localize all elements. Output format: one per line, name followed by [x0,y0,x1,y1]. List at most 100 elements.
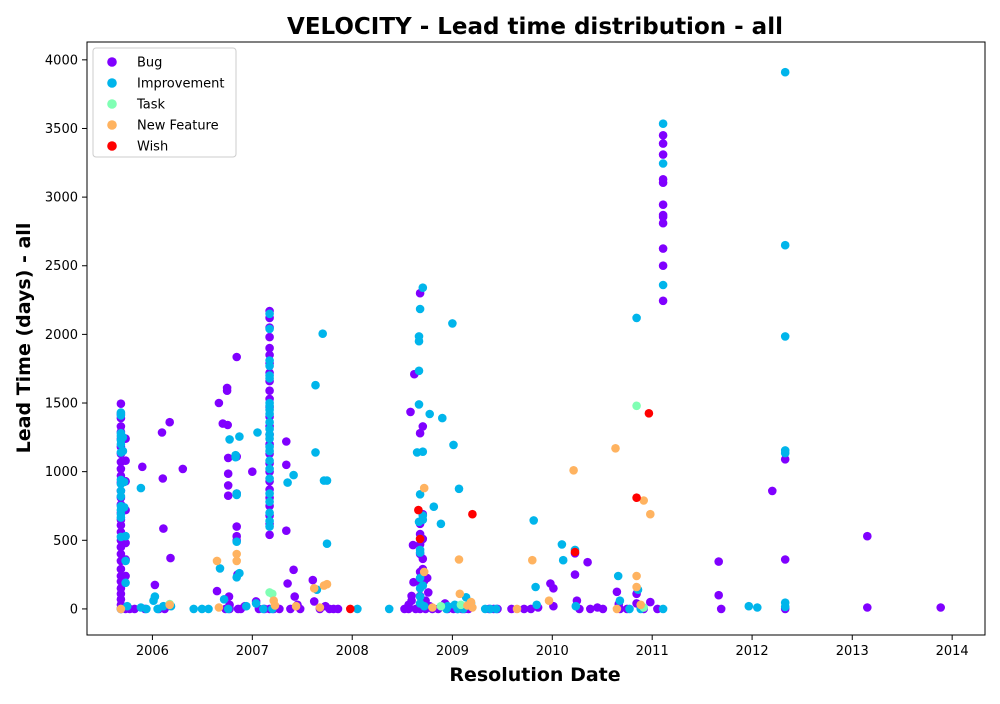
data-point [571,601,581,611]
data-point [159,524,168,533]
data-point [214,398,224,408]
data-point [311,380,320,390]
data-point [468,509,477,519]
data-point [532,600,541,610]
data-point [714,590,723,600]
x-tick-label: 2012 [736,644,769,659]
data-point [214,603,224,612]
data-point [142,604,151,614]
data-point [231,452,240,462]
data-point [232,537,241,546]
data-point [265,409,274,419]
data-point [265,474,274,483]
data-point [150,592,160,601]
data-point [753,603,762,612]
data-point [443,601,453,611]
data-point [265,309,274,319]
data-point [414,400,424,409]
x-tick-label: 2013 [836,644,869,659]
data-point [119,477,129,487]
data-point [570,547,580,557]
data-point [586,604,595,614]
data-point [232,490,241,500]
data-point [165,600,174,610]
data-point [121,456,130,466]
data-point [283,579,292,588]
data-point [265,332,274,342]
data-point [714,557,723,566]
data-point [632,313,641,323]
legend-label: Improvement [137,77,224,92]
data-point [636,600,645,610]
data-point [512,604,522,614]
legend-marker [107,99,117,109]
data-point [265,530,274,540]
data-point [116,399,126,409]
data-point [658,280,668,290]
data-point [116,464,126,474]
data-point [242,601,251,611]
data-point [415,534,425,544]
data-point [265,361,274,371]
data-point [116,604,126,614]
data-point [212,556,222,566]
data-point [406,407,415,417]
data-point [232,556,241,566]
data-point [529,516,538,525]
data-point [531,582,540,592]
y-tick-label: 500 [53,534,78,549]
data-point [283,478,292,487]
data-point [455,589,465,599]
data-point [309,584,319,593]
data-point [119,503,129,512]
data-point [418,515,428,524]
data-point [716,604,726,614]
data-point [780,602,790,612]
data-point [658,150,668,159]
data-point [418,447,428,457]
data-point [438,413,447,423]
data-point [291,601,301,611]
data-point [419,567,429,577]
data-point [384,604,394,614]
data-point [768,486,777,496]
data-point [322,539,332,548]
data-point [780,240,790,250]
data-point [780,555,790,564]
y-tick-label: 1000 [45,465,78,480]
data-point [407,591,416,601]
data-point [309,597,319,606]
data-point [165,417,174,427]
legend: Bug Improvement Task New Feature Wish [92,47,237,158]
data-point [583,557,592,567]
data-point [253,428,262,437]
data-point [414,366,424,376]
data-point [222,386,232,396]
legend-label: Wish [137,140,168,155]
data-point [557,540,567,549]
data-point [409,577,418,587]
data-point [639,496,648,505]
data-point [468,603,477,612]
data-point [289,565,298,575]
data-point [632,493,641,503]
data-point [658,159,668,168]
data-point [544,596,554,605]
data-point [424,588,433,597]
y-tick-label: 2000 [45,328,78,343]
data-point [322,476,332,485]
data-point [308,575,318,585]
data-point [223,604,233,614]
data-point [158,474,168,483]
data-point [419,483,429,493]
data-point [569,466,578,475]
series-new-feature [116,444,655,614]
data-point [658,212,668,222]
data-point [408,540,418,550]
data-point [282,437,291,446]
data-point [270,601,280,610]
data-point [315,603,325,612]
data-points [116,67,945,614]
data-point [223,481,233,490]
